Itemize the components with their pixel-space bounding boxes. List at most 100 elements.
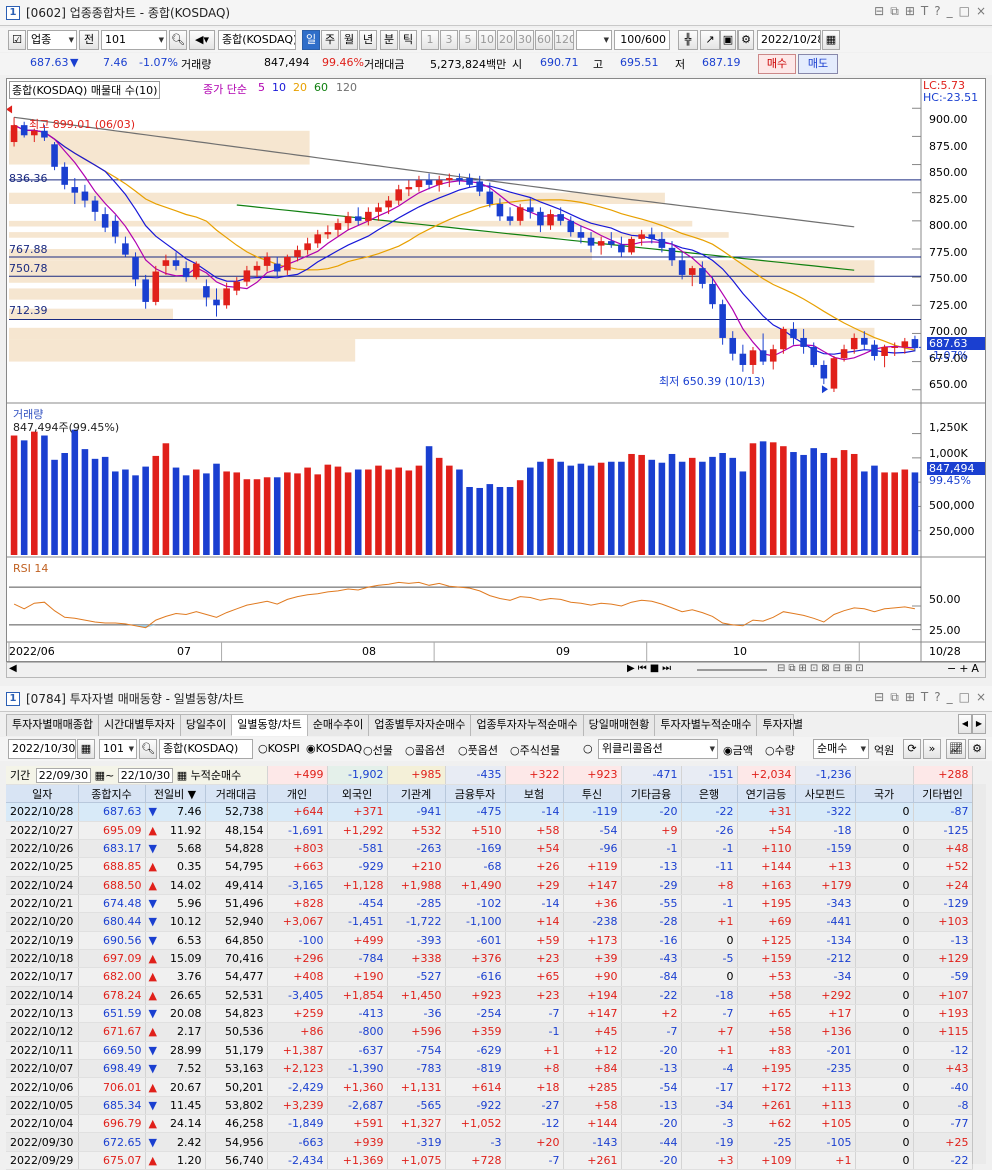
zoom-icons[interactable]: −+A (947, 662, 982, 675)
next-page-icon[interactable]: » (923, 739, 941, 759)
interval-60-button[interactable]: 60 (535, 30, 553, 50)
link-icon[interactable]: ⊟ (874, 690, 885, 704)
font-icon[interactable]: T (920, 4, 929, 18)
net-buy-select[interactable]: 순매수 (813, 739, 869, 759)
calendar-icon[interactable]: ▦ (822, 30, 840, 50)
tab-investor-summary[interactable]: 투자자별매매종합 (6, 714, 99, 736)
radio-futures[interactable]: ○선물 (363, 744, 393, 757)
interval-10-button[interactable]: 10 (478, 30, 496, 50)
column-header[interactable]: 일자 (6, 784, 79, 804)
candle-type-icon[interactable]: ╬ (678, 30, 698, 50)
investor-table[interactable]: 기간 22/09/30 ▦~ 22/10/30 ▦ 누적순매수 +499 -1,9… (6, 766, 973, 1170)
radio-kospi[interactable]: ○KOSPI (258, 742, 300, 755)
table-row[interactable]: 2022/10/17 682.00 ▲ 3.76 54,477 +408 +190 -527-… (6, 967, 973, 987)
period-tick-button[interactable]: 틱 (399, 30, 417, 50)
save-icon[interactable]: ▣ (720, 30, 736, 50)
table-row[interactable]: 2022/10/26 683.17 ▼ 5.68 54,828 +803 -581 -263-… (6, 839, 973, 859)
column-header[interactable]: 은행 (681, 784, 738, 804)
column-header[interactable]: 전일비 ▼ (145, 784, 206, 804)
rsi-pane-title[interactable]: RSI 14 (13, 562, 49, 575)
table-row[interactable]: 2022/10/18 697.09 ▲ 15.09 70,416 +296 -784 +338… (6, 949, 973, 969)
table-row[interactable]: 2022/10/21 674.48 ▼ 5.96 51,496 +828 -454 -285-… (6, 894, 973, 914)
tab-prev-icon[interactable]: ◀ (958, 714, 972, 734)
table-row[interactable]: 2022/10/27 695.09 ▲ 11.92 48,154 -1,691 +1,292… (6, 821, 973, 840)
radio-put[interactable]: ○풋옵션 (458, 744, 498, 757)
table-row[interactable]: 2022/10/28 687.63 ▼ 7.46 52,738 +644 +371 -941-… (6, 802, 973, 822)
period-to-input[interactable]: 22/10/30 (117, 767, 174, 783)
radio-call[interactable]: ○콜옵션 (405, 744, 445, 757)
table-row[interactable]: 2022/10/07 698.49 ▼ 7.52 53,163 +2,123 -1,390-… (6, 1059, 973, 1079)
bar-count-field[interactable]: 100/600 (614, 30, 670, 50)
scroll-left-icon[interactable]: ◀ (9, 663, 17, 674)
checkbox-icon[interactable]: ☑ (8, 30, 26, 50)
scroll-nav-icons[interactable]: ▶⏮■⏭ (627, 663, 675, 674)
interval-30-button[interactable]: 30 (516, 30, 534, 50)
table-row[interactable]: 2022/10/04 696.79 ▲ 24.14 46,258 -1,849 +591 +1… (6, 1114, 973, 1134)
table-row[interactable]: 2022/10/24 688.50 ▲ 14.02 49,414 -3,165 +1,128… (6, 876, 973, 895)
link-icon[interactable]: ⊟ (874, 4, 885, 18)
copy-icon[interactable]: ⧉ (890, 690, 899, 704)
interval-3-button[interactable]: 3 (440, 30, 458, 50)
filter-code-input[interactable]: 101 (99, 739, 137, 759)
tab-today-trades[interactable]: 당일매매현황 (582, 714, 656, 736)
column-header[interactable]: 개인 (267, 784, 328, 804)
chart-toggle-icon[interactable]: 📈︎ (946, 739, 966, 759)
tab-investor-cumulative[interactable]: 투자자별누적순매수 (654, 714, 758, 736)
chart-area[interactable]: 종합(KOSDAQ) 매물대 수(10) 종가 단순 5 10 20 60 12… (6, 78, 986, 662)
interval-5-button[interactable]: 5 (459, 30, 477, 50)
speaker-icon[interactable]: ◀▾ (189, 30, 215, 50)
table-row[interactable]: 2022/10/13 651.59 ▼ 20.08 54,823 +259 -413 -36-… (6, 1004, 973, 1024)
table-row[interactable]: 2022/09/29 675.07 ▲ 1.20 56,740 -2,434 +1,369 +… (6, 1151, 973, 1170)
search-icon[interactable]: 🔍︎ (139, 739, 157, 759)
period-year-button[interactable]: 년 (359, 30, 377, 50)
table-row[interactable]: 2022/10/11 669.50 ▼ 28.99 51,179 +1,387 -637 -7… (6, 1041, 973, 1061)
calendar-icon[interactable]: ▦ (94, 768, 106, 782)
column-header[interactable]: 보험 (505, 784, 564, 804)
tab-investor-more[interactable]: 투자자별 (756, 714, 803, 736)
chart-scrollbar[interactable]: ◀ ▶⏮■⏭ ⊟⧉⊞⊡⊠⊟⊞⊡ −+A (6, 662, 986, 678)
interval-1-button[interactable]: 1 (421, 30, 439, 50)
table-row[interactable]: 2022/10/05 685.34 ▼ 11.45 53,802 +3,239 -2,687… (6, 1096, 973, 1116)
calendar-icon[interactable]: ▦ (176, 768, 188, 782)
close-icon[interactable]: × (975, 690, 986, 704)
column-header[interactable]: 금융투자 (445, 784, 506, 804)
buy-button[interactable]: 매수 (758, 54, 796, 74)
radio-stock-futures[interactable]: ○주식선물 (510, 744, 561, 757)
column-header[interactable]: 기타금융 (621, 784, 682, 804)
column-header[interactable]: 국가 (855, 784, 914, 804)
weekly-option-select[interactable]: 위클리콜옵션 (598, 739, 718, 759)
layout-icon[interactable]: ⊞ (904, 690, 915, 704)
interval-custom-select[interactable] (576, 30, 612, 50)
tab-time-investor[interactable]: 시간대별투자자 (97, 714, 181, 736)
minimize-icon[interactable]: _ (946, 4, 953, 18)
help-icon[interactable]: ? (934, 4, 941, 18)
calendar-icon[interactable]: ▦ (77, 739, 95, 759)
period-minute-button[interactable]: 분 (380, 30, 398, 50)
settings-icon[interactable]: ⚙ (968, 739, 986, 759)
column-header[interactable]: 종합지수 (78, 784, 146, 804)
interval-20-button[interactable]: 20 (497, 30, 515, 50)
column-header[interactable]: 외국인 (327, 784, 388, 804)
table-row[interactable]: 2022/10/20 680.44 ▼ 10.12 52,940 +3,067 -1,451… (6, 912, 973, 932)
market-type-select[interactable]: 업종 (27, 30, 77, 50)
column-header[interactable]: 기관계 (387, 784, 446, 804)
radio-quantity[interactable]: ○수량 (765, 744, 795, 757)
column-header[interactable]: 투신 (563, 784, 622, 804)
tab-daily-chart[interactable]: 일별동향/차트 (231, 714, 308, 736)
copy-icon[interactable]: ⧉ (890, 4, 899, 18)
settings-icon[interactable]: ⚙ (738, 30, 754, 50)
layout-icon[interactable]: ⊞ (904, 4, 915, 18)
tab-sector-investor[interactable]: 업종별투자자순매수 (368, 714, 472, 736)
column-header[interactable]: 연기금등 (737, 784, 796, 804)
table-row[interactable]: 2022/10/25 688.85 ▲ 0.35 54,795 +663 -929 +210-… (6, 857, 973, 877)
table-row[interactable]: 2022/10/14 678.24 ▲ 26.65 52,531 -3,405 +1,854… (6, 986, 973, 1005)
table-row[interactable]: 2022/10/06 706.01 ▲ 20.67 50,201 -2,429 +1,360… (6, 1077, 973, 1097)
radio-weekly[interactable]: ○ (583, 742, 593, 755)
maximize-icon[interactable]: □ (958, 690, 970, 704)
tab-sector-cumulative[interactable]: 업종투자자누적순매수 (470, 714, 584, 736)
candlestick-chart[interactable] (7, 79, 985, 661)
table-row[interactable]: 2022/10/19 690.56 ▼ 6.53 64,850 -100 +499 -393-… (6, 931, 973, 950)
chart-tool-icons[interactable]: ⊟⧉⊞⊡⊠⊟⊞⊡ (777, 663, 867, 674)
trendline-icon[interactable]: ↗ (700, 30, 720, 50)
zoom-slider[interactable] (697, 669, 767, 671)
